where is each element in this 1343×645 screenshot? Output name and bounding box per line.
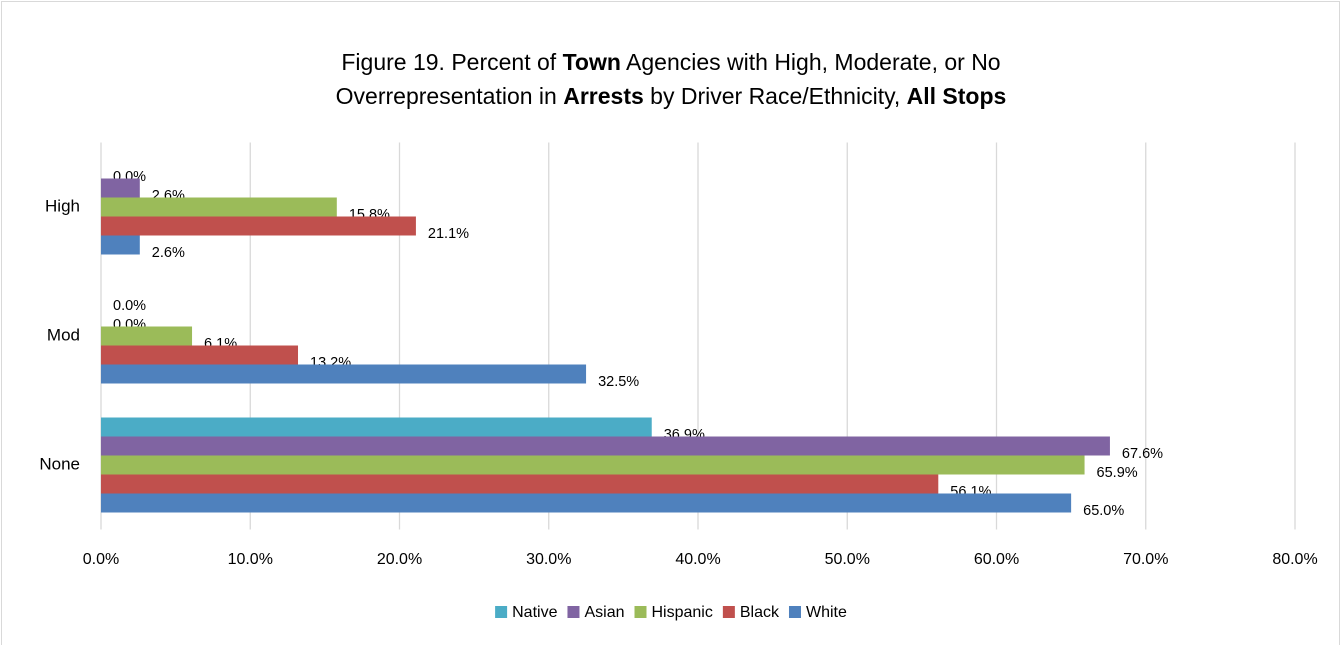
- legend-swatch: [567, 606, 580, 618]
- value-label: 21.1%: [428, 226, 469, 242]
- y-tick-label: High: [45, 196, 80, 215]
- x-tick-label: 50.0%: [825, 551, 870, 568]
- title-run: All Stops: [907, 83, 1007, 109]
- title-run: Agencies with High, Moderate, or No: [621, 49, 1001, 75]
- legend-label: Native: [512, 604, 557, 621]
- x-tick-label: 20.0%: [377, 551, 422, 568]
- x-tick-label: 70.0%: [1123, 551, 1168, 568]
- legend-label: White: [806, 604, 847, 621]
- chart-title: Overrepresentation in Arrests by Driver …: [336, 83, 1007, 109]
- legend-swatch: [722, 606, 735, 618]
- title-run: Overrepresentation in: [336, 83, 564, 109]
- bar: [101, 474, 939, 494]
- bar: [101, 216, 416, 236]
- value-label: 32.5%: [598, 374, 639, 390]
- x-tick-label: 10.0%: [228, 551, 273, 568]
- legend-swatch: [788, 606, 801, 618]
- legend-swatch: [634, 606, 647, 618]
- bar: [101, 197, 337, 217]
- title-run: Figure 19. Percent of: [341, 49, 562, 75]
- legend-item: Black: [722, 604, 780, 621]
- legend-label: Asian: [584, 604, 624, 621]
- bar: [101, 235, 140, 255]
- x-tick-label: 30.0%: [526, 551, 571, 568]
- value-label: 65.9%: [1097, 465, 1138, 481]
- value-label: 65.0%: [1083, 503, 1124, 519]
- value-label: 67.6%: [1122, 446, 1163, 462]
- value-label: 0.0%: [113, 298, 146, 314]
- bar: [101, 455, 1085, 475]
- title-run: Arrests: [563, 83, 644, 109]
- x-tick-label: 40.0%: [675, 551, 720, 568]
- title-run: Town: [563, 49, 621, 75]
- title-run: by Driver Race/Ethnicity,: [644, 83, 907, 109]
- y-tick-label: None: [39, 454, 80, 473]
- legend-item: Hispanic: [634, 604, 713, 621]
- legend-item: Native: [495, 604, 558, 621]
- y-tick-label: Mod: [47, 325, 80, 344]
- bar: [101, 345, 299, 365]
- bar: [101, 178, 140, 198]
- legend-item: Asian: [567, 604, 625, 621]
- bar: [101, 364, 587, 384]
- legend-label: Black: [740, 604, 780, 621]
- value-label: 2.6%: [152, 245, 185, 261]
- x-tick-label: 0.0%: [83, 551, 119, 568]
- legend-label: Hispanic: [652, 604, 713, 621]
- chart-title: Figure 19. Percent of Town Agencies with…: [341, 49, 1000, 75]
- bar: [101, 326, 193, 346]
- x-tick-label: 60.0%: [974, 551, 1019, 568]
- x-tick-label: 80.0%: [1272, 551, 1317, 568]
- bar: [101, 436, 1110, 456]
- legend-item: White: [788, 604, 847, 621]
- bar: [101, 417, 652, 437]
- bar: [101, 493, 1072, 513]
- legend-swatch: [495, 606, 508, 618]
